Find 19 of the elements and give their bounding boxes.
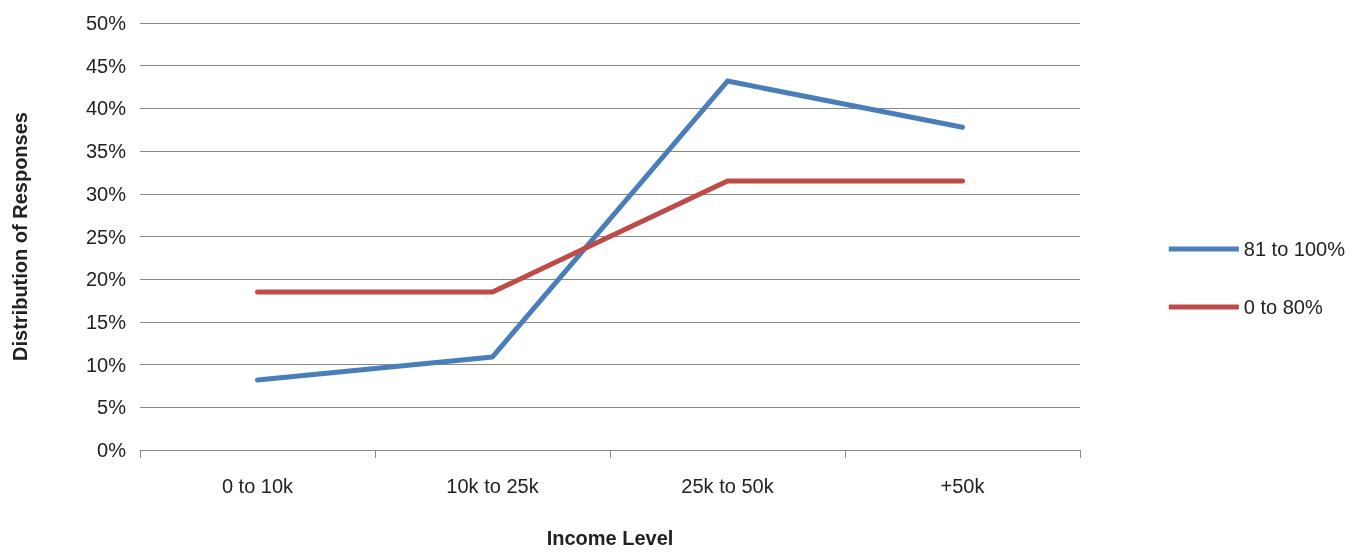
x-tick-label: +50k [940,475,986,497]
y-tick-label: 10% [85,353,127,376]
y-tick-label: 35% [85,140,127,163]
y-tick-label: 50% [85,12,127,34]
x-tick-label: 0 to 10k [221,475,295,497]
y-tick-label: 0% [97,439,127,461]
legend-label: 0 to 80% [1243,296,1323,318]
y-tick-label: 40% [85,97,127,120]
legend-label: 81 to 100% [1243,238,1346,260]
x-tick-label: 25k to 50k [681,475,775,497]
y-tick-label: 20% [85,268,127,291]
y-tick-label: 25% [85,225,127,248]
y-tick-label: 45% [85,54,127,77]
y-tick-label: 15% [85,310,127,333]
y-tick-label: 30% [85,182,127,205]
y-axis-title: Distribution of Responses [9,112,31,361]
y-tick-label: 5% [97,396,127,419]
x-tick-label: 10k to 25k [446,475,540,497]
x-axis-title: Income Level [546,527,674,549]
